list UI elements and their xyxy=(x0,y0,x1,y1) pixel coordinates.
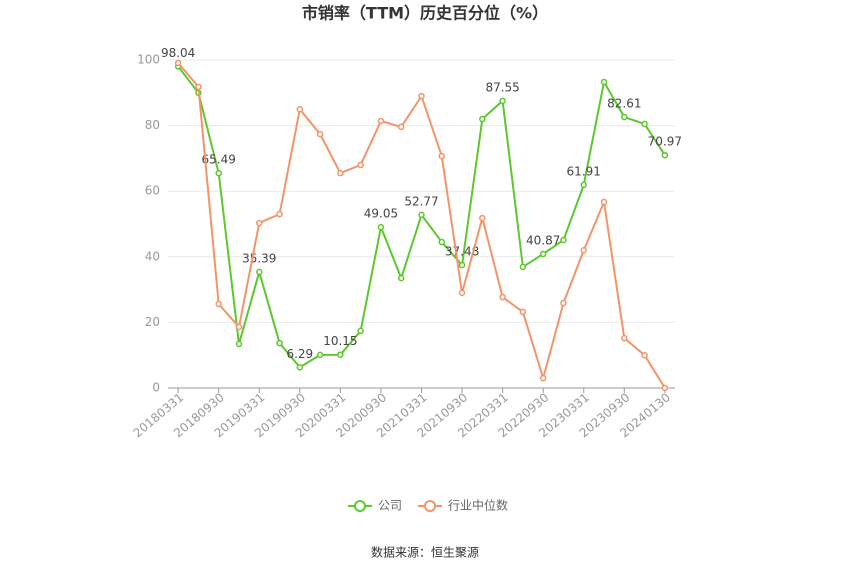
data-label: 35.39 xyxy=(242,251,276,265)
data-point xyxy=(276,210,283,218)
data-point xyxy=(661,151,669,159)
y-tick-label: 80 xyxy=(145,118,160,132)
data-point xyxy=(296,105,304,113)
data-point xyxy=(418,211,425,219)
data-label: 61.91 xyxy=(567,164,601,178)
data-point xyxy=(256,219,263,227)
data-point xyxy=(235,340,243,348)
data-label: 98.04 xyxy=(161,46,195,60)
data-label: 10.15 xyxy=(323,334,357,348)
data-point xyxy=(560,299,567,307)
y-tick-label: 60 xyxy=(145,184,160,198)
data-point xyxy=(479,214,486,222)
data-label: 40.87 xyxy=(526,233,560,247)
y-tick-label: 0 xyxy=(152,381,160,395)
y-tick-label: 20 xyxy=(145,315,160,329)
data-point xyxy=(641,351,648,359)
legend-label: 公司 xyxy=(378,499,402,513)
data-point xyxy=(276,339,283,347)
data-point xyxy=(519,308,527,316)
data-label: 6.29 xyxy=(286,347,313,361)
y-tick-label: 40 xyxy=(145,249,160,263)
data-label: 52.77 xyxy=(404,194,438,208)
data-point xyxy=(600,198,608,206)
data-point xyxy=(316,130,324,138)
data-point xyxy=(377,117,385,125)
data-point xyxy=(499,97,506,105)
data-point xyxy=(174,59,182,67)
legend-label: 行业中位数 xyxy=(448,498,508,513)
data-point xyxy=(580,246,587,254)
legend-marker xyxy=(424,500,437,512)
chart-title: 市销率（TTM）历史百分位（%） xyxy=(302,4,548,23)
data-point xyxy=(418,92,425,100)
data-point xyxy=(256,268,263,276)
data-point xyxy=(661,384,669,392)
data-point xyxy=(458,289,466,297)
data-point xyxy=(519,263,527,271)
data-label: 49.05 xyxy=(364,207,398,221)
data-point xyxy=(621,113,628,121)
data-label: 82.61 xyxy=(607,97,641,111)
data-point xyxy=(316,351,324,359)
data-point xyxy=(621,334,628,342)
data-point xyxy=(215,300,222,308)
data-point xyxy=(296,364,304,371)
data-point xyxy=(235,323,243,331)
data-point xyxy=(580,181,587,189)
data-label: 37.48 xyxy=(445,245,479,259)
data-point xyxy=(600,78,608,86)
data-point xyxy=(438,238,446,246)
data-point xyxy=(215,169,222,177)
y-tick-label: 100 xyxy=(137,53,160,67)
data-point xyxy=(195,83,202,91)
data-point xyxy=(641,120,648,128)
data-point xyxy=(560,236,567,244)
data-point xyxy=(377,223,385,231)
series-line xyxy=(177,62,666,389)
data-point xyxy=(337,351,344,358)
data-point xyxy=(397,123,405,131)
legend-marker xyxy=(354,500,366,512)
data-point xyxy=(337,169,344,177)
data-point xyxy=(479,115,486,123)
data-label: 87.55 xyxy=(485,80,519,94)
data-point xyxy=(539,374,547,382)
data-point xyxy=(357,161,364,169)
data-point xyxy=(499,293,506,301)
data-point xyxy=(438,152,446,160)
data-point xyxy=(539,250,547,258)
data-label: 70.97 xyxy=(648,135,682,149)
data-label: 65.49 xyxy=(202,153,236,167)
source: 数据来源：恒生聚源 xyxy=(371,545,479,560)
data-point xyxy=(458,261,466,269)
data-point xyxy=(397,274,405,282)
data-point xyxy=(357,327,364,335)
